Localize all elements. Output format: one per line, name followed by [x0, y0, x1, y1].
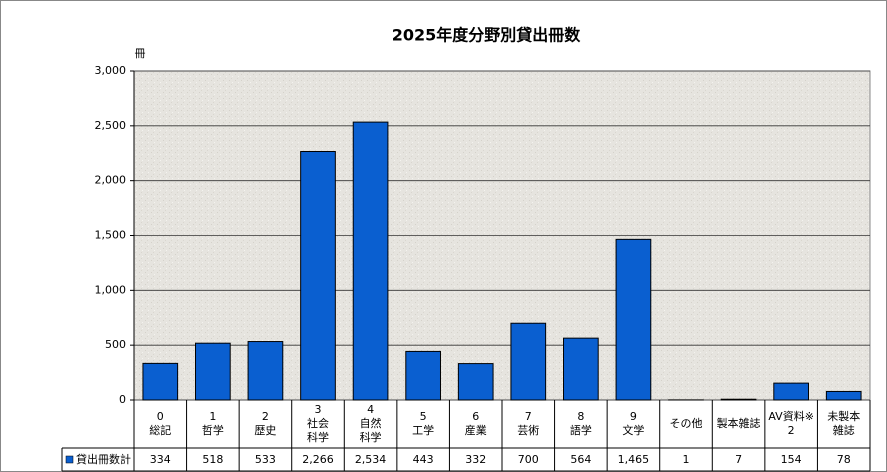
legend-swatch [65, 455, 74, 464]
x-tick-label: 歴史 [254, 424, 276, 437]
value-label: 332 [465, 453, 486, 466]
x-tick-label: その他 [670, 417, 703, 430]
chart-title: 2025年度分野別貸出冊数 [392, 26, 582, 45]
x-tick-label: 科学 [307, 430, 329, 444]
value-label: 334 [150, 453, 171, 466]
x-tick-label: 語学 [570, 423, 592, 437]
x-tick-label: 5 [420, 410, 427, 423]
y-tick-label: 2,500 [95, 119, 127, 132]
bar [247, 341, 284, 401]
bar [142, 362, 179, 401]
y-tick-label: 2,000 [95, 174, 127, 187]
bar [615, 238, 652, 401]
y-tick-label: 3,000 [95, 64, 127, 77]
bar [510, 322, 547, 401]
value-label: 78 [837, 453, 851, 466]
y-tick-label: 1,000 [95, 283, 127, 296]
bar [773, 382, 809, 401]
bar [405, 350, 441, 401]
x-tick-label: 文学 [622, 423, 644, 437]
value-label: 533 [255, 453, 276, 466]
bar [720, 398, 757, 401]
value-label: 154 [781, 453, 802, 466]
bar [457, 363, 494, 401]
x-tick-label: 自然 [360, 416, 382, 430]
x-tick-label: 7 [525, 410, 532, 423]
y-unit: 冊 [135, 47, 146, 60]
value-label: 518 [202, 453, 223, 466]
value-label: 700 [518, 453, 539, 466]
bar [563, 337, 599, 401]
x-tick-label: 哲学 [202, 423, 224, 437]
x-tick-label: 0 [157, 410, 164, 423]
x-tick-label: 工学 [412, 423, 434, 437]
value-label: 1 [683, 453, 690, 466]
x-tick-label: 総記 [149, 423, 171, 437]
x-tick-label: AV資料※ [768, 409, 814, 423]
x-tick-label: 3 [315, 403, 322, 416]
value-label: 564 [570, 453, 591, 466]
x-tick-label: 4 [367, 403, 374, 416]
y-tick-label: 1,500 [95, 229, 127, 242]
x-tick-label: 産業 [465, 424, 487, 437]
x-tick-label: 2 [262, 410, 269, 423]
value-label: 2,534 [355, 453, 387, 466]
x-tick-label: 1 [209, 410, 216, 423]
x-tick-label: 未製本 [827, 409, 860, 423]
x-tick-label: 雑誌 [833, 423, 855, 437]
value-label: 2,266 [302, 453, 334, 466]
x-tick-label: 製本雑誌 [717, 416, 761, 430]
x-tick-label: 8 [577, 410, 584, 423]
value-label: 7 [735, 453, 742, 466]
x-tick-label: 科学 [360, 430, 382, 444]
x-tick-label: 6 [472, 410, 479, 423]
bar [300, 150, 336, 401]
x-tick-label: 社会 [307, 416, 329, 430]
x-tick-label: 9 [630, 410, 637, 423]
bar [825, 390, 862, 401]
y-tick-label: 0 [119, 393, 126, 406]
value-label: 1,465 [618, 453, 650, 466]
bar [352, 121, 389, 401]
x-tick-label: 芸術 [517, 424, 539, 437]
legend-label: 貸出冊数計 [76, 452, 131, 466]
value-label: 443 [413, 453, 434, 466]
y-tick-label: 500 [105, 338, 126, 351]
x-tick-label: 2 [788, 424, 795, 437]
bar [195, 342, 231, 401]
